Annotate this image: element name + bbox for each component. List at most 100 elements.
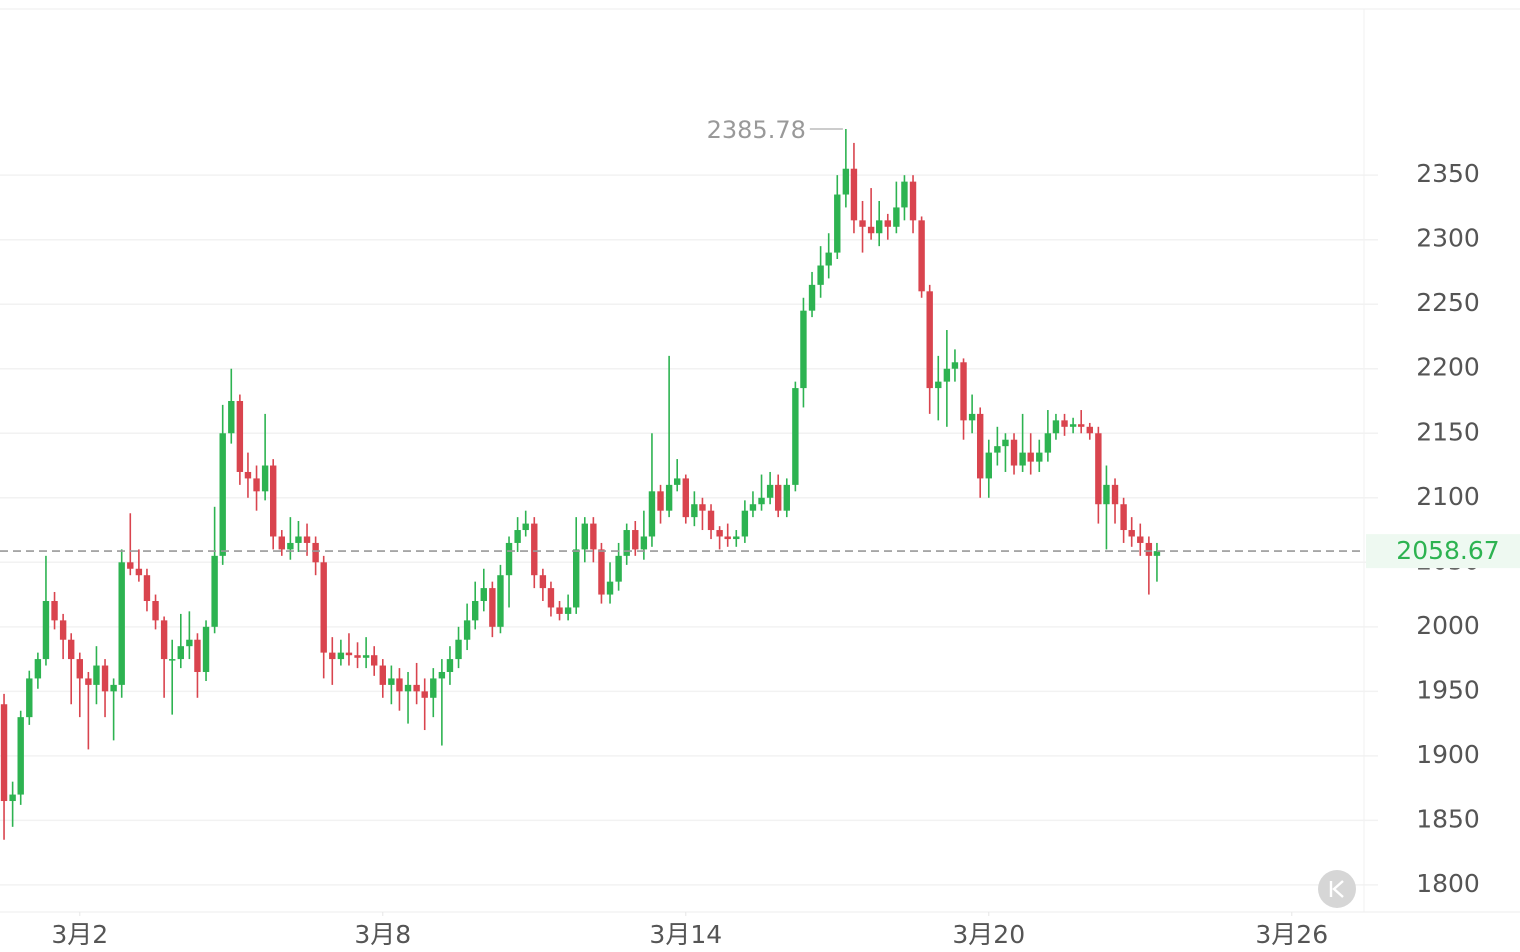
candle-body bbox=[648, 491, 656, 537]
y-tick-label: 2100 bbox=[1416, 482, 1480, 511]
candle-body bbox=[657, 491, 664, 511]
y-tick-label: 2300 bbox=[1416, 224, 1480, 253]
candle-body bbox=[564, 607, 572, 614]
candle-body bbox=[640, 536, 648, 550]
candle-body bbox=[337, 652, 345, 660]
candle-body bbox=[93, 665, 100, 685]
candle-body bbox=[741, 510, 749, 537]
candle-body bbox=[783, 484, 790, 511]
candle-body bbox=[901, 181, 908, 208]
candle-body bbox=[169, 659, 176, 661]
candle-body bbox=[345, 652, 353, 656]
candle-body bbox=[606, 581, 614, 595]
candle-body bbox=[758, 497, 765, 505]
candle-body bbox=[489, 588, 496, 627]
candle-body bbox=[1036, 452, 1043, 462]
candle-body bbox=[994, 446, 1001, 453]
candle-body bbox=[110, 684, 117, 692]
candle-body bbox=[707, 510, 715, 531]
candle-body bbox=[724, 536, 731, 540]
candle-body bbox=[691, 504, 698, 518]
x-tick-label: 3月26 bbox=[1255, 920, 1328, 949]
candle-body bbox=[379, 665, 386, 685]
candle-body bbox=[556, 607, 563, 614]
candle-body bbox=[438, 671, 446, 679]
candle-body bbox=[127, 562, 134, 569]
candle-body bbox=[976, 413, 984, 479]
candle-body bbox=[101, 665, 109, 692]
candle-body bbox=[455, 639, 462, 660]
candle-body bbox=[572, 549, 580, 608]
x-tick-label: 3月20 bbox=[952, 920, 1025, 949]
candle-body bbox=[800, 310, 807, 389]
candle-body bbox=[497, 575, 504, 627]
candle-body bbox=[480, 588, 487, 602]
candle-body bbox=[1027, 452, 1034, 462]
candle-body bbox=[1052, 420, 1060, 434]
y-tick-label: 2350 bbox=[1416, 159, 1480, 188]
candle-body bbox=[371, 655, 378, 666]
candle-body bbox=[396, 678, 403, 692]
candle-body bbox=[960, 362, 967, 421]
candle-body bbox=[152, 601, 159, 621]
candle-body bbox=[9, 794, 16, 802]
candle-body bbox=[1137, 536, 1144, 543]
candle-body bbox=[682, 478, 689, 518]
candle-body bbox=[463, 620, 471, 640]
candle-body bbox=[118, 562, 125, 685]
x-tick-label: 3月2 bbox=[51, 920, 108, 949]
candle-body bbox=[531, 523, 538, 576]
candle-body bbox=[1153, 551, 1161, 556]
candle-body bbox=[236, 400, 244, 472]
candle-body bbox=[716, 530, 723, 537]
candle-body bbox=[1002, 439, 1009, 447]
y-tick-label: 1950 bbox=[1416, 675, 1480, 704]
candle-body bbox=[1128, 530, 1135, 537]
candle-body bbox=[362, 655, 370, 658]
y-tick-label: 2000 bbox=[1416, 611, 1480, 640]
candle-body bbox=[160, 620, 168, 660]
y-tick-label: 1850 bbox=[1416, 804, 1480, 833]
candles bbox=[0, 129, 1161, 840]
candle-body bbox=[766, 484, 774, 498]
candle-body bbox=[1095, 433, 1102, 505]
candle-body bbox=[1019, 452, 1026, 466]
candle-body bbox=[261, 465, 269, 492]
candle-body bbox=[875, 220, 883, 234]
last-price-box bbox=[1366, 534, 1520, 569]
candle-body bbox=[312, 542, 319, 563]
candle-body bbox=[749, 504, 757, 511]
candle-body bbox=[985, 452, 992, 479]
candle-body bbox=[0, 704, 8, 802]
candle-body bbox=[1103, 484, 1110, 505]
reset-button-circle[interactable] bbox=[1318, 870, 1356, 908]
candle-body bbox=[17, 717, 24, 795]
candle-body bbox=[522, 523, 529, 531]
candle-body bbox=[430, 678, 437, 698]
last-price-label: 2058.67 bbox=[1396, 536, 1499, 565]
candle-body bbox=[320, 562, 327, 653]
grid: 1800185019001950200020502100215022002250… bbox=[0, 159, 1480, 949]
candle-body bbox=[143, 575, 151, 602]
candle-body bbox=[295, 536, 302, 543]
high-label: 2385.78 bbox=[707, 116, 806, 144]
candle-body bbox=[632, 530, 639, 550]
candle-body bbox=[278, 536, 285, 550]
candle-body bbox=[968, 413, 976, 421]
candle-body bbox=[202, 626, 210, 672]
candle-body bbox=[404, 684, 412, 692]
y-tick-label: 2150 bbox=[1416, 417, 1480, 446]
candle-body bbox=[1010, 439, 1018, 466]
candle-body bbox=[842, 168, 850, 195]
candle-body bbox=[303, 536, 311, 543]
candle-body bbox=[514, 530, 521, 543]
candle-body bbox=[598, 549, 605, 595]
reset-icon[interactable] bbox=[1329, 880, 1344, 898]
reset-button[interactable] bbox=[1318, 870, 1356, 908]
candle-body bbox=[270, 465, 277, 537]
candle-body bbox=[329, 652, 336, 660]
candle-body bbox=[615, 555, 622, 582]
candle-body bbox=[244, 471, 252, 479]
candle-body bbox=[673, 478, 681, 485]
